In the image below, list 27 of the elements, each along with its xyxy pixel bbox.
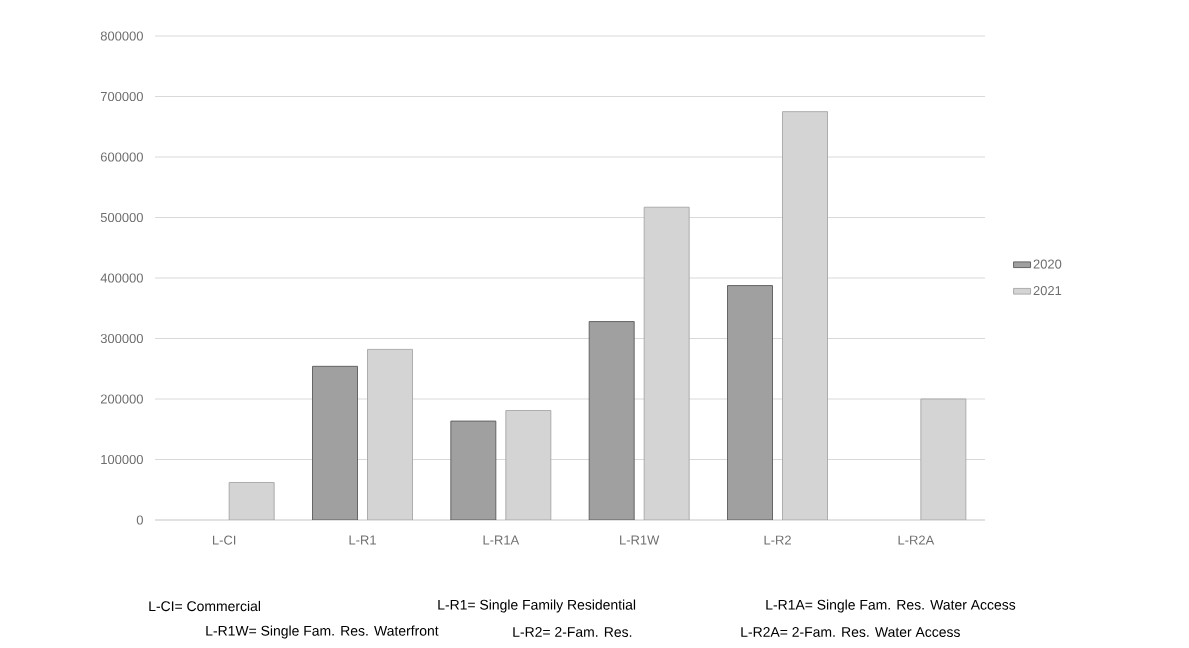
bar bbox=[588, 321, 635, 520]
y-tick-label: 300000 bbox=[100, 333, 143, 344]
text: L-R2A= 2-Fam. Res. Water Access bbox=[741, 627, 960, 637]
legend-label: 2021 bbox=[1033, 285, 1062, 296]
x-tick-label: L-CI bbox=[213, 535, 236, 545]
legend-label: 2020 bbox=[1033, 259, 1062, 269]
text: L-R2= 2-Fam. Res. bbox=[513, 627, 632, 637]
x-tick-label: L-R2A bbox=[898, 535, 935, 545]
text: L-R1= Single Family Residential bbox=[438, 599, 636, 613]
y-tick-label: 200000 bbox=[100, 394, 143, 404]
x-tick-label: L-R1W bbox=[620, 535, 660, 545]
y-tick-label: 100000 bbox=[101, 454, 143, 465]
y-tick-label: 400000 bbox=[100, 273, 143, 283]
x-tick-label: L-R1A bbox=[483, 535, 520, 545]
bar bbox=[312, 365, 358, 520]
bar bbox=[450, 420, 497, 520]
text: L-R1A= Single Fam. Res. Water Access bbox=[766, 599, 1016, 613]
x-tick-label: L-R2 bbox=[764, 535, 791, 545]
y-tick-label: 600000 bbox=[100, 152, 143, 162]
y-tick-label: 500000 bbox=[100, 212, 143, 223]
y-tick-label: 0 bbox=[136, 515, 143, 525]
text: L-R1W= Single Fam. Res. Waterfront bbox=[206, 625, 439, 639]
bar bbox=[727, 285, 773, 520]
y-tick-label: 800000 bbox=[100, 31, 143, 41]
text: L-CI= Commercial bbox=[149, 600, 261, 612]
y-tick-label: 700000 bbox=[100, 91, 143, 102]
x-tick-label: L-R1 bbox=[349, 535, 376, 545]
